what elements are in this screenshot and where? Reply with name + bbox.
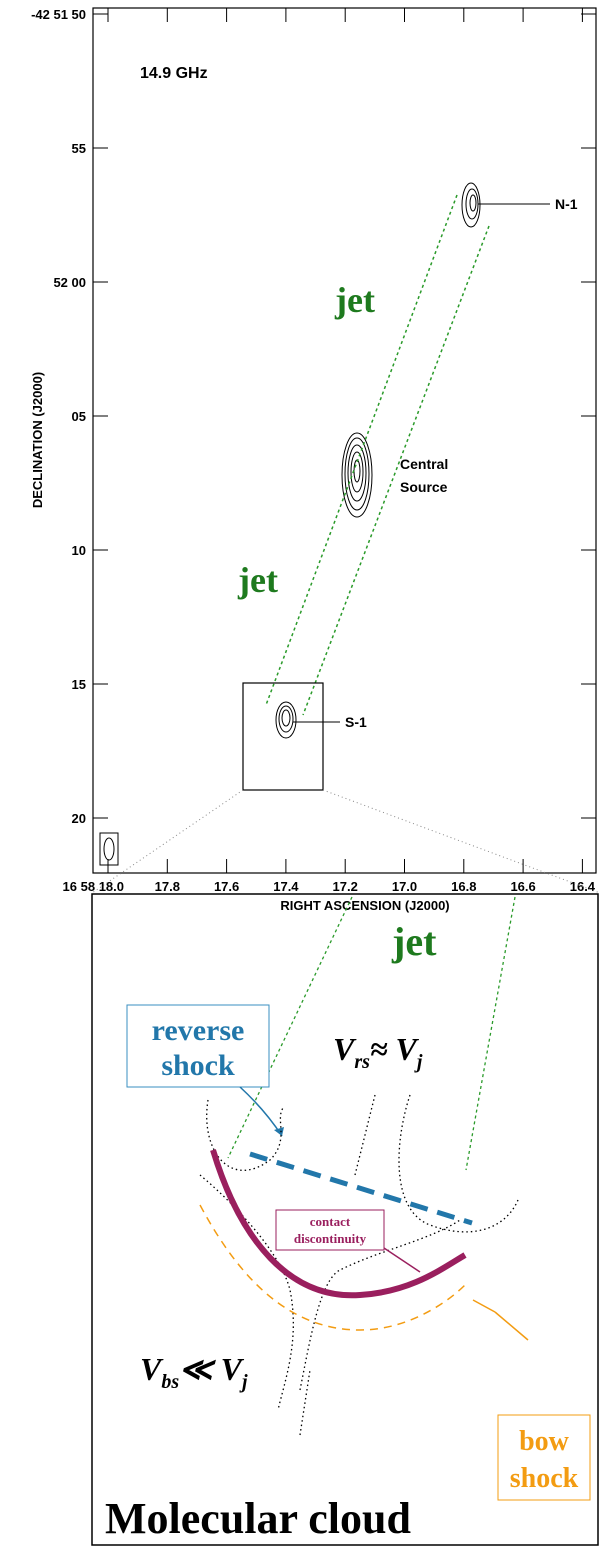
x-tick-label: 16 58 18.0: [63, 879, 124, 894]
y-axis-label: DECLINATION (J2000): [30, 372, 45, 508]
source-label: Central: [400, 456, 448, 472]
velocity-label: Vrs≈ Vj: [333, 1031, 423, 1073]
axis-ticks: -42 51 50 55 52 00 05 10 15 20 16 58 18.0 17.8 17…: [31, 7, 596, 894]
x-tick-label: 16.8: [451, 879, 476, 894]
x-tick-label: 17.6: [214, 879, 239, 894]
x-tick-label: 17.8: [155, 879, 180, 894]
y-tick-label: 10: [72, 543, 86, 558]
source-label: N-1: [555, 196, 578, 212]
x-tick-label: 16.6: [510, 879, 535, 894]
bow-shock-label: shock: [510, 1463, 579, 1494]
pointer: [495, 1312, 528, 1340]
x-tick-label: 17.0: [392, 879, 417, 894]
x-tick-label: 16.4: [570, 879, 596, 894]
zoom-box: [243, 683, 323, 790]
pointer: [473, 1300, 495, 1312]
bow-shock-label: bow: [519, 1426, 570, 1457]
x-axis-label: RIGHT ASCENSION (J2000): [280, 898, 449, 913]
pointer: [384, 1248, 420, 1272]
zoom-lines: [92, 790, 600, 893]
jet-cone: [266, 195, 489, 715]
figure: -42 51 50 55 52 00 05 10 15 20 16 58 18.0 17.8 17…: [0, 0, 610, 1551]
contact-label: contact: [310, 1214, 351, 1229]
jet-label: jet: [334, 280, 375, 320]
y-tick-label: -42 51 50: [31, 7, 86, 22]
y-tick-label: 15: [72, 677, 86, 692]
reverse-shock-label: reverse: [152, 1014, 245, 1047]
x-tick-label: 17.2: [333, 879, 358, 894]
pointer: [240, 1087, 282, 1136]
reverse-shock-label: shock: [161, 1049, 235, 1082]
jet-label: jet: [391, 919, 437, 964]
source-label: Source: [400, 479, 448, 495]
x-tick-label: 17.4: [273, 879, 299, 894]
source-label: S-1: [345, 714, 367, 730]
y-tick-label: 20: [72, 811, 86, 826]
jet-label: jet: [237, 560, 278, 600]
y-tick-label: 52 00: [53, 275, 86, 290]
contact-label: discontinuity: [294, 1231, 367, 1246]
cloud-label: Molecular cloud: [105, 1494, 411, 1543]
y-tick-label: 05: [72, 409, 86, 424]
y-tick-label: 55: [72, 141, 86, 156]
arrowhead: [274, 1127, 284, 1136]
velocity-label: Vbs≪ Vj: [140, 1351, 248, 1393]
frequency-label: 14.9 GHz: [140, 65, 208, 82]
plot-frame: [93, 8, 596, 873]
